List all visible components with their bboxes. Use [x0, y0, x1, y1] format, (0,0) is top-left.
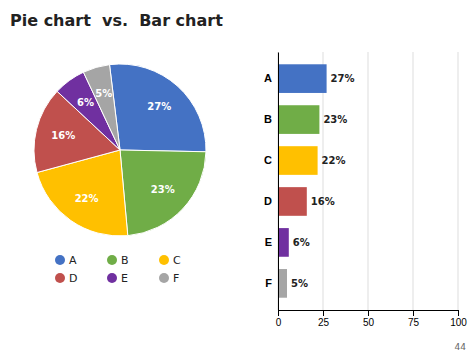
tick: 50 [363, 310, 375, 328]
bar [278, 187, 307, 216]
tick-label: F [265, 277, 272, 289]
tick-mark [368, 310, 369, 316]
legend-label: D [69, 272, 77, 285]
pie-slice [110, 64, 206, 152]
data-label: 5% [291, 278, 308, 289]
pie-slice [120, 150, 206, 236]
x-axis: 0 25 50 75 100 [276, 310, 468, 328]
tick-label: B [264, 113, 272, 125]
page-number: 44 [455, 342, 467, 352]
data-label: 22% [75, 193, 99, 204]
tick: 0 [276, 310, 282, 328]
tick: 100 [450, 310, 467, 328]
tick-mark [458, 310, 459, 316]
legend-symbol [55, 273, 65, 283]
tick-label: 50 [363, 317, 375, 328]
grid-line [368, 52, 369, 310]
data-labels: 27% 23% 22% 16% 6% 5% [291, 73, 355, 289]
legend-symbol [107, 273, 117, 283]
legend-symbol [159, 273, 169, 283]
tick-label: D [264, 195, 272, 207]
data-label: 23% [151, 184, 175, 195]
axis-line [279, 311, 459, 317]
tick: F [265, 277, 278, 289]
bar [278, 269, 287, 298]
tick: 75 [408, 310, 420, 328]
y-axis: A B C D E F [264, 53, 278, 311]
legend-symbol [159, 255, 169, 265]
legend-label: E [121, 272, 128, 285]
tick-label: C [264, 154, 272, 166]
legend: A B C D E F [55, 254, 181, 285]
grid-line [413, 52, 414, 310]
title: Pie chart vs. Bar chart [10, 11, 223, 30]
legend-label: B [121, 254, 129, 267]
bar [278, 105, 319, 134]
tick-mark [278, 310, 279, 316]
data-label: 22% [322, 155, 346, 166]
tick-label: E [265, 236, 272, 248]
legend-label: A [69, 254, 77, 267]
tick: A [264, 72, 278, 84]
tick: D [264, 195, 278, 207]
axis-line [278, 53, 279, 311]
bar [278, 228, 289, 257]
tick-label: 0 [276, 317, 282, 328]
legend-label: F [173, 272, 179, 285]
data-label: 6% [77, 97, 94, 108]
tick: E [265, 236, 278, 248]
tick: 25 [318, 310, 330, 328]
bar [278, 146, 318, 175]
grid [278, 52, 458, 310]
tick-mark [323, 310, 324, 316]
chart-root: Pie chart vs. Bar chart4427%23%22%16%6%5… [0, 0, 474, 355]
data-label: 16% [51, 130, 75, 141]
data-label: 27% [147, 101, 171, 112]
bar [278, 64, 327, 93]
grid-line [458, 52, 459, 310]
tick: B [264, 113, 278, 125]
pie: 27% 23% 22% 16% 6%5% [34, 64, 206, 236]
legend-symbol [107, 255, 117, 265]
tick-mark [413, 310, 414, 316]
tick-label: A [264, 72, 272, 84]
bars [278, 64, 327, 297]
data-label: 16% [311, 196, 335, 207]
tick-label: 75 [408, 317, 420, 328]
grid-line [278, 52, 279, 310]
data-label: 23% [323, 114, 347, 125]
legend-label: C [173, 254, 181, 267]
tick-label: 100 [450, 317, 467, 328]
legend-symbol [55, 255, 65, 265]
data-label: 27% [331, 73, 355, 84]
data-label: 5% [95, 88, 112, 99]
tick-label: 25 [318, 317, 330, 328]
data-label: 6% [293, 237, 310, 248]
tick: C [264, 154, 278, 166]
